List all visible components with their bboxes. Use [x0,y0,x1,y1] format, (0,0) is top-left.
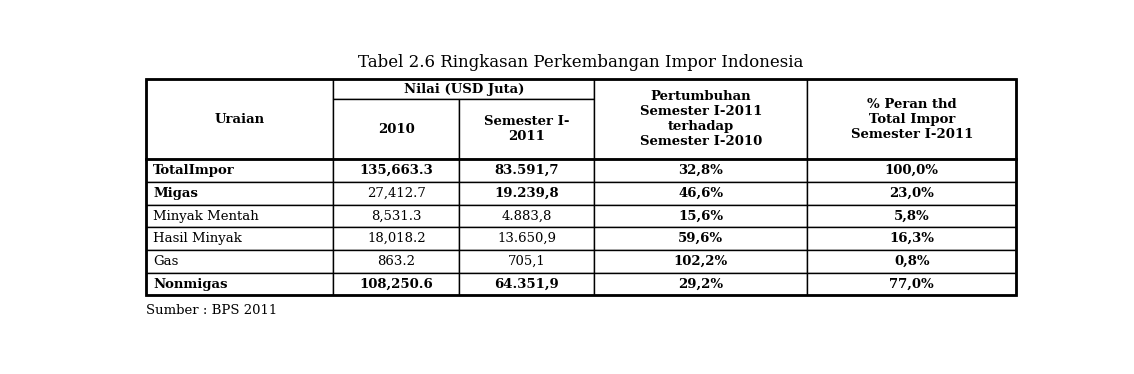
Text: Semester I-
2011: Semester I- 2011 [484,115,569,143]
Bar [146,159,333,182]
Bar [807,159,1016,182]
Bar [459,205,594,227]
Bar [146,250,333,273]
Bar [594,250,807,273]
Text: 135,663.3: 135,663.3 [359,164,433,177]
Bar [146,227,333,250]
Bar [146,79,333,159]
Text: 0,8%: 0,8% [894,255,930,268]
Text: 18,018.2: 18,018.2 [367,232,425,245]
Bar [333,273,459,295]
Bar [807,205,1016,227]
Text: 102,2%: 102,2% [674,255,728,268]
Text: 863.2: 863.2 [378,255,415,268]
Text: 2010: 2010 [378,123,415,136]
Bar [333,182,459,205]
Text: 8,531.3: 8,531.3 [371,209,422,223]
Bar [333,250,459,273]
Text: Pertumbuhan
Semester I-2011
terhadap
Semester I-2010: Pertumbuhan Semester I-2011 terhadap Sem… [640,91,762,148]
Bar [146,182,333,205]
Bar [146,79,1016,295]
Text: 19.239,8: 19.239,8 [494,187,559,200]
Text: 32,8%: 32,8% [678,164,723,177]
Bar [594,79,807,159]
Bar [459,182,594,205]
Text: 13.650,9: 13.650,9 [498,232,557,245]
Bar [807,182,1016,205]
Bar [333,159,459,182]
Bar [333,227,459,250]
Text: 4.883,8: 4.883,8 [501,209,552,223]
Text: Uraian: Uraian [214,113,264,126]
Text: Nilai (USD Juta): Nilai (USD Juta) [404,83,524,96]
Text: 27,412.7: 27,412.7 [367,187,425,200]
Bar [333,205,459,227]
Text: Sumber : BPS 2011: Sumber : BPS 2011 [146,304,278,317]
Text: 46,6%: 46,6% [678,187,723,200]
Text: 77,0%: 77,0% [889,278,934,291]
Text: 15,6%: 15,6% [678,209,723,223]
Text: 108,250.6: 108,250.6 [359,278,433,291]
Text: 59,6%: 59,6% [678,232,723,245]
Text: Nonmigas: Nonmigas [153,278,228,291]
Text: Migas: Migas [153,187,198,200]
Text: 705,1: 705,1 [508,255,545,268]
Bar [333,79,594,99]
Bar [807,273,1016,295]
Bar [146,273,333,295]
Bar [459,250,594,273]
Text: Hasil Minyak: Hasil Minyak [153,232,242,245]
Text: % Peran thd
Total Impor
Semester I-2011: % Peran thd Total Impor Semester I-2011 [850,98,973,141]
Text: 23,0%: 23,0% [889,187,934,200]
Bar [807,227,1016,250]
Bar [146,205,333,227]
Bar [459,159,594,182]
Text: Minyak Mentah: Minyak Mentah [153,209,259,223]
Text: Gas: Gas [153,255,178,268]
Text: 16,3%: 16,3% [889,232,934,245]
Bar [594,227,807,250]
Text: 83.591,7: 83.591,7 [494,164,559,177]
Text: TotalImpor: TotalImpor [153,164,235,177]
Bar [594,159,807,182]
Text: 64.351,9: 64.351,9 [494,278,559,291]
Bar [594,205,807,227]
Bar [594,273,807,295]
Text: Tabel 2.6 Ringkasan Perkembangan Impor Indonesia: Tabel 2.6 Ringkasan Perkembangan Impor I… [358,53,804,71]
Text: 29,2%: 29,2% [678,278,723,291]
Bar [594,182,807,205]
Bar [333,99,459,159]
Bar [459,227,594,250]
Text: 100,0%: 100,0% [885,164,939,177]
Bar [459,99,594,159]
Text: 5,8%: 5,8% [894,209,930,223]
Bar [459,273,594,295]
Bar [807,250,1016,273]
Bar [807,79,1016,159]
